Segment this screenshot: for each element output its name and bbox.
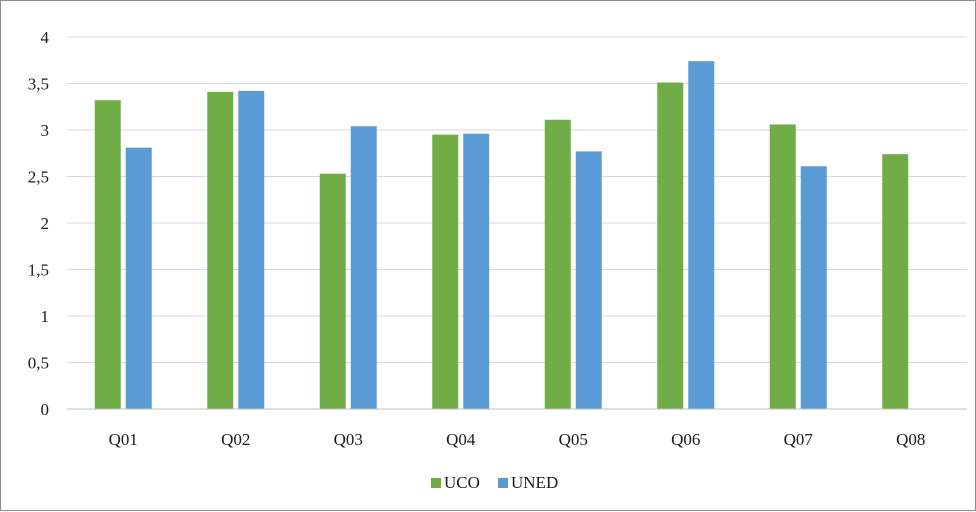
legend-label-uned: UNED <box>511 473 558 492</box>
y-tick-label: 2,5 <box>28 168 49 187</box>
bar-uned-q01 <box>125 147 152 410</box>
bar-uned-q03 <box>350 126 377 409</box>
bar-uco-q04 <box>432 134 459 409</box>
y-tick-label: 1,5 <box>28 261 49 280</box>
bar-uco-q03 <box>319 173 346 409</box>
bars <box>94 61 909 410</box>
bar-uco-q05 <box>544 119 571 410</box>
y-tick-label: 0 <box>41 400 50 419</box>
bar-uco-q02 <box>207 91 234 410</box>
legend-label-uco: UCO <box>444 473 480 492</box>
bar-uco-q06 <box>657 82 684 409</box>
bar-uco-q07 <box>769 124 796 410</box>
y-tick-label: 1 <box>41 307 50 326</box>
y-tick-label: 0,5 <box>28 354 49 373</box>
bar-uco-q01 <box>94 100 121 410</box>
bar-uned-q05 <box>575 151 602 409</box>
x-tick-label: Q07 <box>784 430 814 449</box>
x-axis: Q01 Q02 Q03 Q04 Q05 Q06 Q07 Q08 <box>67 408 967 449</box>
y-tick-label: 2 <box>41 214 50 233</box>
bar-uco-q08 <box>882 154 909 409</box>
legend-swatch-uco <box>431 478 441 488</box>
x-tick-label: Q06 <box>671 430 700 449</box>
gridlines <box>67 36 967 363</box>
y-tick-label: 3,5 <box>28 75 49 94</box>
legend-swatch-uned <box>498 478 508 488</box>
x-tick-label: Q03 <box>334 430 363 449</box>
y-tick-label: 3 <box>41 121 50 140</box>
bar-uned-q07 <box>800 166 827 409</box>
x-tick-label: Q05 <box>559 430 588 449</box>
x-tick-label: Q04 <box>446 430 476 449</box>
x-tick-label: Q02 <box>221 430 250 449</box>
bar-uned-q02 <box>238 90 265 409</box>
y-tick-label: 4 <box>41 28 50 47</box>
bar-uned-q06 <box>688 61 715 410</box>
legend: UCO UNED <box>431 473 558 492</box>
x-tick-label: Q08 <box>896 430 925 449</box>
x-tick-label: Q01 <box>109 430 138 449</box>
y-axis: 0 0,5 1 1,5 2 2,5 3 3,5 4 <box>28 28 50 419</box>
bar-uned-q04 <box>463 133 490 409</box>
